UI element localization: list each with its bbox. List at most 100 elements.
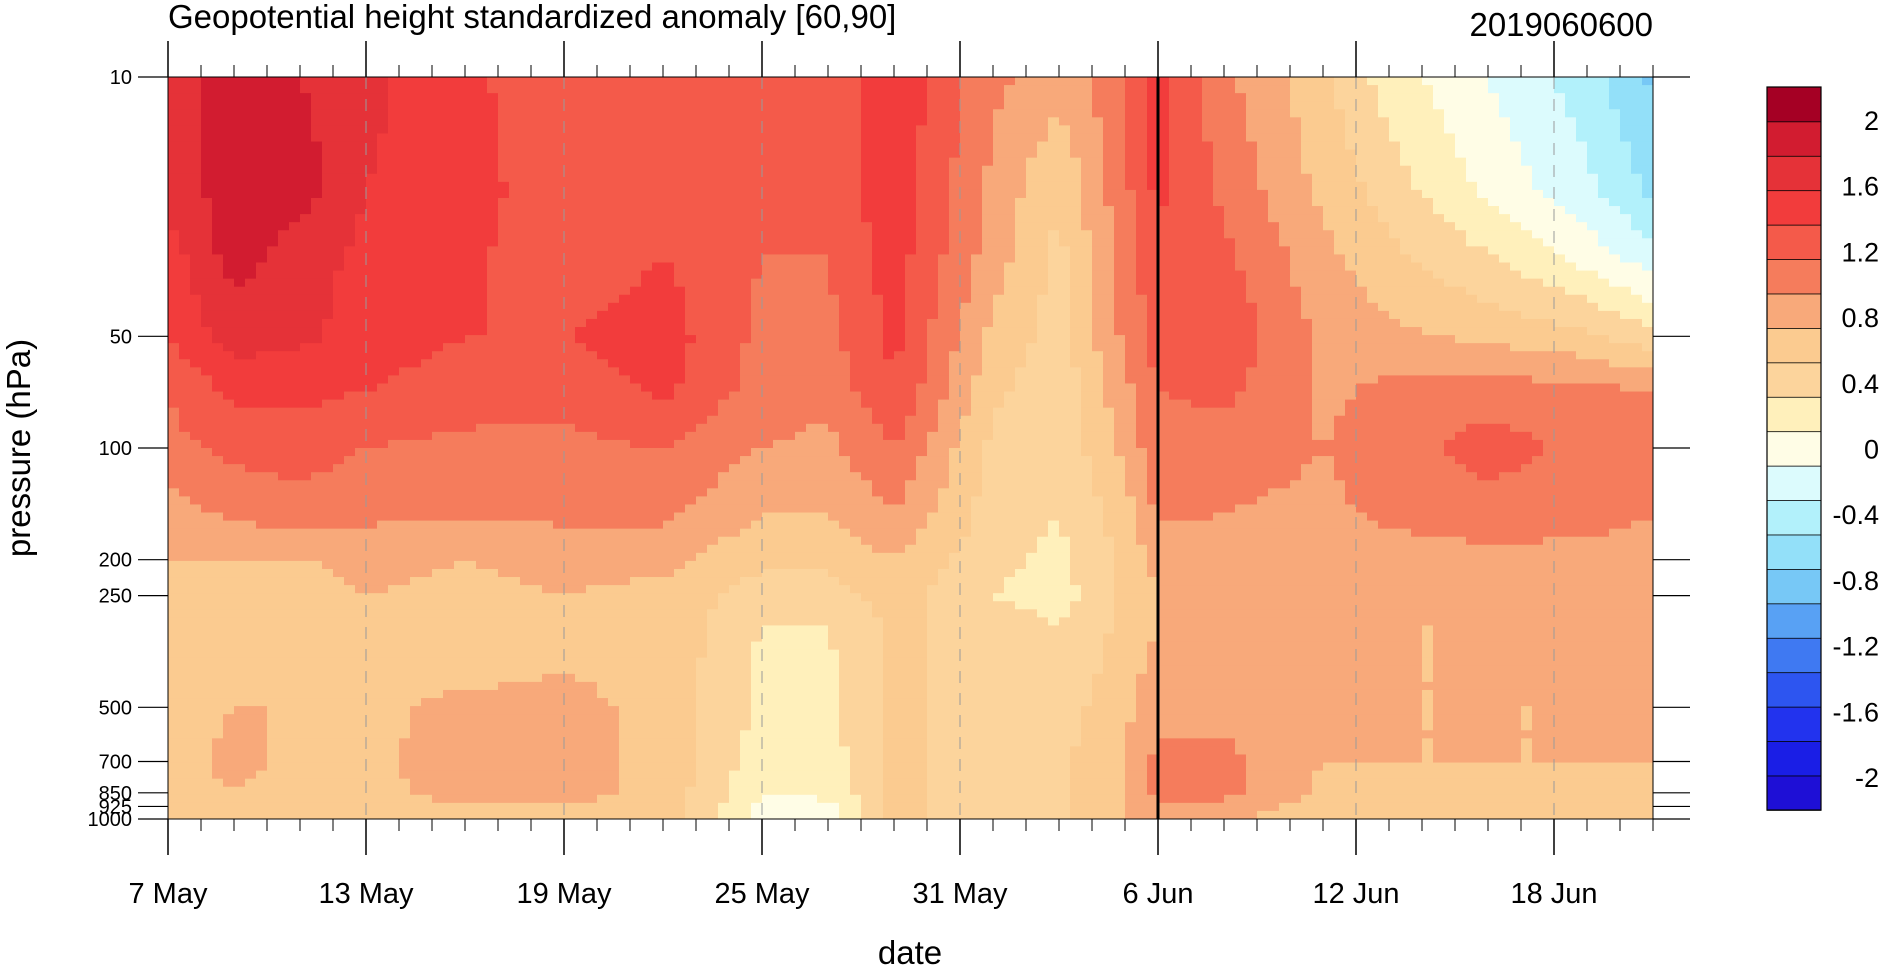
heatmap-cell [718, 302, 730, 312]
heatmap-cell [223, 681, 235, 691]
heatmap-cell [652, 359, 664, 368]
heatmap-cell [707, 407, 719, 417]
heatmap-cell [520, 367, 532, 377]
heatmap-cell [476, 593, 488, 602]
heatmap-cell [300, 480, 312, 489]
heatmap-cell [630, 351, 642, 360]
heatmap-cell [751, 520, 763, 530]
heatmap-cell [223, 617, 235, 627]
heatmap-cell [278, 714, 290, 723]
heatmap-cell [388, 431, 400, 441]
heatmap-cell [311, 173, 323, 183]
heatmap-cell [168, 93, 180, 102]
heatmap-cell [652, 544, 664, 554]
heatmap-cell [520, 222, 532, 231]
heatmap-cell [355, 117, 367, 126]
heatmap-cell [487, 802, 499, 812]
heatmap-cell [377, 560, 389, 570]
heatmap-cell [399, 189, 411, 199]
heatmap-cell [278, 270, 290, 280]
heatmap-cell [575, 730, 587, 739]
heatmap-cell [575, 197, 587, 207]
heatmap-cell [344, 278, 356, 288]
heatmap-cell [685, 794, 697, 804]
heatmap-cell [256, 343, 268, 352]
heatmap-cell [652, 706, 664, 715]
heatmap-cell [278, 302, 290, 312]
heatmap-cell [564, 568, 576, 578]
heatmap-cell [432, 593, 444, 602]
heatmap-cell [355, 472, 367, 481]
heatmap-cell [597, 496, 609, 506]
heatmap-cell [685, 125, 697, 135]
heatmap-cell [674, 439, 686, 449]
heatmap-cell [179, 706, 191, 715]
heatmap-cell [300, 375, 312, 385]
heatmap-cell [245, 310, 257, 320]
heatmap-cell [608, 577, 620, 586]
heatmap-cell [289, 254, 301, 264]
heatmap-cell [421, 375, 433, 385]
heatmap-cell [674, 778, 686, 788]
heatmap-cell [509, 633, 521, 643]
heatmap-cell [641, 359, 653, 368]
heatmap-cell [652, 343, 664, 352]
heatmap-cell [520, 681, 532, 691]
heatmap-cell [553, 189, 565, 199]
heatmap-cell [465, 230, 477, 239]
heatmap-cell [685, 85, 697, 94]
heatmap-cell [718, 197, 730, 207]
heatmap-cell [443, 335, 455, 344]
heatmap-cell [245, 689, 257, 699]
heatmap-cell [498, 318, 510, 328]
heatmap-cell [564, 93, 576, 102]
heatmap-cell [245, 778, 257, 788]
heatmap-cell [421, 423, 433, 433]
heatmap-cell [729, 286, 741, 296]
heatmap-cell [366, 528, 378, 538]
heatmap-cell [278, 222, 290, 231]
heatmap-cell [751, 480, 763, 489]
heatmap-cell [465, 246, 477, 256]
heatmap-cell [619, 577, 631, 586]
heatmap-cell [377, 649, 389, 659]
heatmap-cell [410, 343, 422, 352]
heatmap-cell [586, 214, 598, 223]
heatmap-cell [575, 431, 587, 441]
heatmap-cell [454, 601, 466, 610]
heatmap-cell [201, 157, 213, 167]
heatmap-cell [366, 254, 378, 264]
heatmap-cell [674, 149, 686, 159]
heatmap-cell [344, 730, 356, 739]
heatmap-cell [608, 504, 620, 514]
heatmap-cell [300, 649, 312, 659]
heatmap-cell [751, 673, 763, 683]
heatmap-cell [212, 222, 224, 231]
heatmap-cell [718, 536, 730, 546]
heatmap-cell [465, 625, 477, 635]
heatmap-cell [421, 641, 433, 651]
heatmap-cell [300, 197, 312, 207]
heatmap-cell [586, 786, 598, 796]
heatmap-cell [234, 722, 246, 731]
heatmap-cell [267, 593, 279, 602]
heatmap-cell [476, 101, 488, 110]
heatmap-cell [564, 520, 576, 530]
heatmap-cell [586, 439, 598, 449]
heatmap-cell [355, 762, 367, 772]
heatmap-cell [289, 480, 301, 489]
heatmap-cell [707, 439, 719, 449]
heatmap-cell [729, 625, 741, 635]
heatmap-cell [740, 286, 752, 296]
heatmap-cell [344, 157, 356, 167]
heatmap-cell [388, 318, 400, 328]
heatmap-cell [443, 649, 455, 659]
heatmap-cell [168, 238, 180, 247]
heatmap-cell [740, 133, 752, 143]
heatmap-cell [740, 794, 752, 804]
heatmap-cell [564, 448, 576, 457]
heatmap-cell [652, 399, 664, 409]
heatmap-cell [498, 77, 510, 86]
heatmap-cell [619, 238, 631, 247]
heatmap-cell [300, 302, 312, 312]
